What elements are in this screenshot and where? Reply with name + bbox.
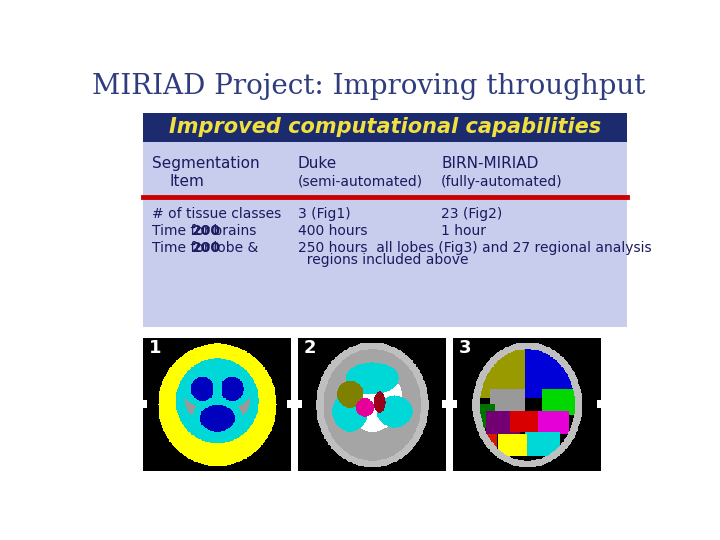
Bar [143, 112, 627, 327]
Text: 1: 1 [149, 339, 161, 357]
Text: MIRIAD Project: Improving throughput: MIRIAD Project: Improving throughput [92, 73, 646, 100]
Text: Duke: Duke [297, 156, 337, 171]
Text: 200: 200 [192, 224, 221, 238]
Text: 23 (Fig2): 23 (Fig2) [441, 207, 503, 221]
Bar [454, 400, 457, 408]
Bar [454, 338, 600, 470]
Bar [597, 400, 600, 408]
Text: (fully-automated): (fully-automated) [441, 175, 563, 189]
Text: 200: 200 [192, 241, 221, 255]
Text: Improved computational capabilities: Improved computational capabilities [168, 117, 601, 137]
Text: 3: 3 [459, 339, 472, 357]
Text: Time for: Time for [152, 224, 214, 238]
Text: 250 hours  all lobes (Fig3) and 27 regional analysis: 250 hours all lobes (Fig3) and 27 region… [297, 241, 652, 255]
Text: Item: Item [169, 174, 204, 190]
Text: lobe &: lobe & [209, 241, 258, 255]
Bar [287, 400, 291, 408]
Text: BIRN-MIRIAD: BIRN-MIRIAD [441, 156, 539, 171]
Text: Time for: Time for [152, 241, 214, 255]
Bar [299, 338, 446, 470]
Text: Segmentation: Segmentation [152, 156, 260, 171]
Text: 1 hour: 1 hour [441, 224, 486, 238]
Text: brains: brains [209, 224, 256, 238]
Text: (semi-automated): (semi-automated) [297, 175, 423, 189]
Bar [143, 338, 291, 470]
Bar [299, 400, 302, 408]
Text: 3 (Fig1): 3 (Fig1) [297, 207, 351, 221]
Text: # of tissue classes: # of tissue classes [152, 207, 282, 221]
Text: 2: 2 [304, 339, 316, 357]
Bar [143, 112, 627, 142]
Text: regions included above: regions included above [297, 253, 468, 267]
Text: 400 hours: 400 hours [297, 224, 367, 238]
Bar [442, 400, 446, 408]
Bar [143, 400, 148, 408]
